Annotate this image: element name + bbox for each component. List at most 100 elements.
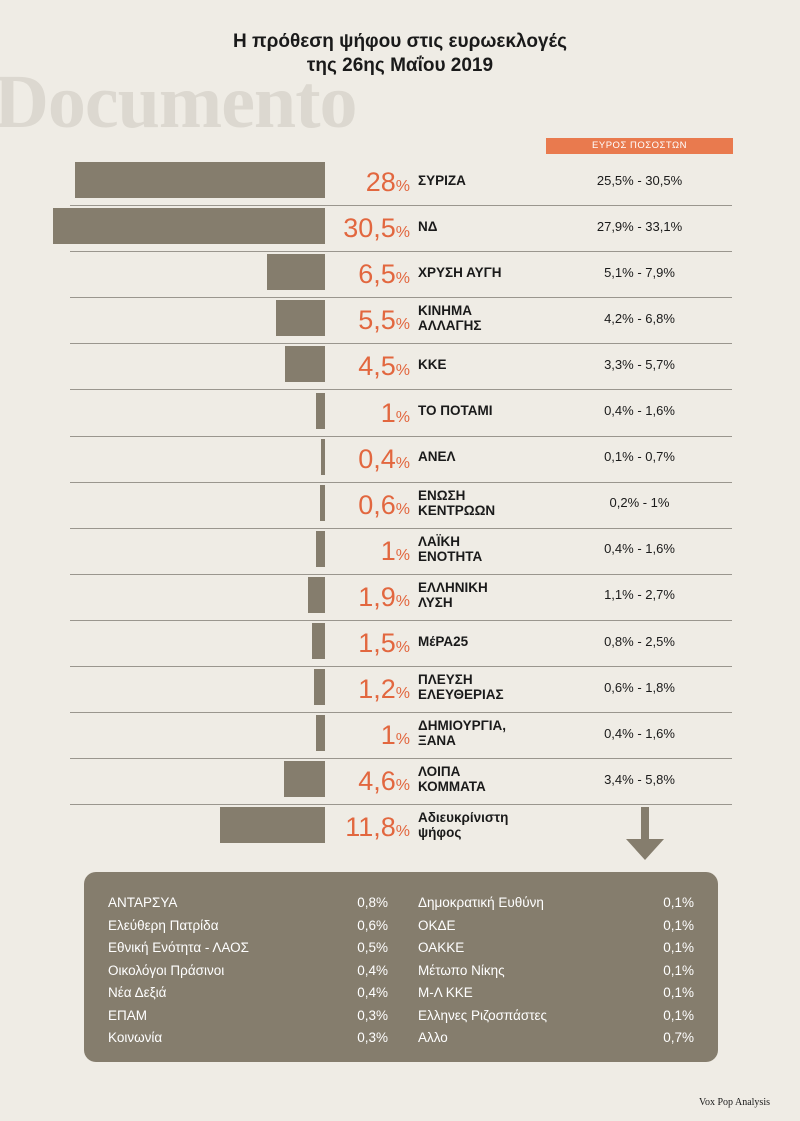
other-parties-panel: ΑΝΤΑΡΣΥΑ 0,8% Ελεύθερη Πατρίδα 0,6% Εθνική Ε… (84, 872, 718, 1062)
chart-row: 1,5% ΜέΡΑ25 0,8% - 2,5% (0, 621, 800, 667)
party-label: ΝΔ (418, 218, 438, 234)
other-parties-right-column: Δημοκρατική Ευθύνη 0,1% ΟΚΔΕ 0,1% ΟΑΚΚΕ 0,1% Μ… (418, 892, 694, 1050)
other-party-item: ΑΝΤΑΡΣΥΑ 0,8% (108, 892, 388, 915)
bar (308, 576, 325, 613)
other-parties-left-column: ΑΝΤΑΡΣΥΑ 0,8% Ελεύθερη Πατρίδα 0,6% Εθνική Ε… (108, 892, 388, 1050)
other-party-name: ΟΚΔΕ (418, 917, 456, 933)
other-party-item: Ελεύθερη Πατρίδα 0,6% (108, 915, 388, 938)
chart-row: 0,4% ΑΝΕΛ 0,1% - 0,7% (0, 437, 800, 483)
value-label: 11,8% (345, 811, 410, 848)
row-divider (70, 205, 732, 206)
party-label: ΑΝΕΛ (418, 449, 456, 465)
value-label: 0,4% (358, 443, 410, 480)
percent-sign: % (395, 270, 410, 288)
party-label: ΚΙΝΗΜΑ ΑΛΛΑΓΗΣ (418, 303, 482, 334)
chart-row: 4,6% ΛΟΙΠΑ ΚΟΜΜΑΤΑ 3,4% - 5,8% (0, 759, 800, 806)
row-divider (70, 481, 732, 483)
chart-row: 1% ΔΗΜΙΟΥΡΓΙΑ, ΞΑΝΑ 0,4% - 1,6% (0, 713, 800, 760)
other-party-value: 0,4% (357, 962, 388, 978)
value-number: 4,6 (358, 766, 396, 797)
other-party-value: 0,5% (357, 940, 388, 955)
party-label: ΕΛΛΗΝΙΚΗ ΛΥΣΗ (418, 579, 488, 610)
chart-row: 1,9% ΕΛΛΗΝΙΚΗ ΛΥΣΗ 1,1% - 2,7% (0, 575, 800, 621)
other-party-name: Ελληνες Ριζοσπάστες (418, 1007, 548, 1023)
other-party-name: ΟΑΚΚΕ (418, 940, 465, 955)
other-party-name: ΕΠΑΜ (108, 1007, 148, 1023)
range-label: 0,6% - 1,8% (604, 679, 675, 695)
range-label: 3,3% - 5,7% (604, 356, 675, 372)
bar (284, 346, 325, 383)
other-party-item: ΟΚΔΕ 0,1% (418, 915, 694, 938)
other-party-value: 0,8% (357, 895, 388, 910)
other-party-item: Οικολόγοι Πράσινοι 0,4% (108, 960, 388, 983)
value-number: 5,5 (358, 305, 396, 336)
value-number: 1,5 (358, 628, 396, 658)
party-label: ΔΗΜΙΟΥΡΓΙΑ, ΞΑΝΑ (418, 718, 506, 749)
chart-row: 6,5% ΧΡΥΣΗ ΑΥΓΗ 5,1% - 7,9% (0, 252, 800, 299)
other-party-value: 0,1% (663, 940, 694, 955)
percent-sign: % (395, 546, 410, 564)
value-number: 4,5 (358, 351, 396, 382)
percent-sign: % (395, 685, 410, 703)
row-divider (70, 389, 732, 391)
percent-sign: % (395, 500, 410, 518)
bar (275, 300, 325, 337)
percent-sign: % (395, 362, 410, 380)
row-divider (70, 804, 732, 806)
other-party-value: 0,1% (663, 1007, 694, 1023)
value-number: 0,4 (358, 443, 396, 474)
party-label: ΠΛΕΥΣΗ ΕΛΕΥΘΕΡΙΑΣ (418, 672, 504, 703)
range-label: 3,4% - 5,8% (604, 771, 675, 787)
title-line-1: Η πρόθεση ψήφου στις ευρωεκλογές (233, 31, 567, 52)
title-line-2: της 26ης Μαΐου 2019 (306, 55, 494, 76)
party-label: ΕΝΩΣΗ ΚΕΝΤΡΩΩΝ (418, 487, 496, 518)
percent-sign: % (395, 731, 410, 749)
chart-row: 11,8% Αδιευκρίνιστη ψήφος (0, 805, 800, 851)
other-party-value: 0,7% (663, 1030, 694, 1045)
documento-watermark-logo: Documento (0, 60, 358, 144)
bar (75, 162, 325, 198)
chart-row: 0,6% ΕΝΩΣΗ ΚΕΝΤΡΩΩΝ 0,2% - 1% (0, 483, 800, 529)
value-label: 1% (381, 535, 410, 572)
other-party-value: 0,1% (663, 962, 694, 978)
bar (316, 530, 325, 567)
row-divider (70, 343, 732, 345)
range-label: 27,9% - 33,1% (596, 218, 683, 234)
percent-sign: % (395, 408, 410, 426)
range-label: 0,8% - 2,5% (604, 633, 675, 649)
bar (314, 669, 325, 706)
chart-row: 1% ΤΟ ΠΟΤΑΜΙ 0,4% - 1,6% (0, 391, 800, 437)
chart-row: 28% ΣΥΡΙΖΑ 25,5% - 30,5% (0, 160, 800, 206)
party-label: ΛΟΙΠΑ ΚΟΜΜΑΤΑ (418, 764, 486, 795)
other-party-value: 0,4% (357, 985, 388, 1000)
row-divider (70, 619, 732, 621)
other-party-name: Μ-Λ ΚΚΕ (418, 985, 473, 1000)
percent-sign: % (395, 224, 410, 242)
bar (53, 208, 325, 245)
range-label: 0,1% - 0,7% (604, 449, 675, 465)
chart-row: 5,5% ΚΙΝΗΜΑ ΑΛΛΑΓΗΣ 4,2% - 6,8% (0, 298, 800, 345)
other-party-name: Δημοκρατική Ευθύνη (418, 895, 544, 910)
other-party-item: Νέα Δεξιά 0,4% (108, 982, 388, 1005)
percent-sign: % (395, 178, 410, 195)
party-label: ΛΑΪΚΗ ΕΝΟΤΗΤΑ (418, 533, 483, 564)
value-label: 4,5% (358, 350, 410, 387)
party-label: ΜέΡΑ25 (418, 633, 469, 649)
value-number: 1 (380, 397, 396, 428)
row-divider (70, 758, 732, 760)
party-label: Αδιευκρίνιστη ψήφος (418, 810, 509, 841)
other-party-item: Εθνική Ενότητα - ΛΑΟΣ 0,5% (108, 937, 388, 960)
chart-row: 4,5% ΚΚΕ 3,3% - 5,7% (0, 344, 800, 391)
other-party-name: Νέα Δεξιά (108, 985, 167, 1000)
range-label: 25,5% - 30,5% (596, 172, 683, 188)
percent-sign: % (395, 454, 410, 472)
bar (311, 623, 325, 659)
party-label: ΧΡΥΣΗ ΑΥΓΗ (418, 264, 502, 280)
other-party-item: Δημοκρατική Ευθύνη 0,1% (418, 892, 694, 915)
value-number: 1 (380, 720, 396, 751)
value-label: 1% (381, 719, 410, 756)
percent-sign: % (395, 777, 410, 795)
value-number: 0,6 (358, 489, 396, 520)
party-label: ΚΚΕ (418, 356, 447, 372)
bar (316, 392, 325, 429)
